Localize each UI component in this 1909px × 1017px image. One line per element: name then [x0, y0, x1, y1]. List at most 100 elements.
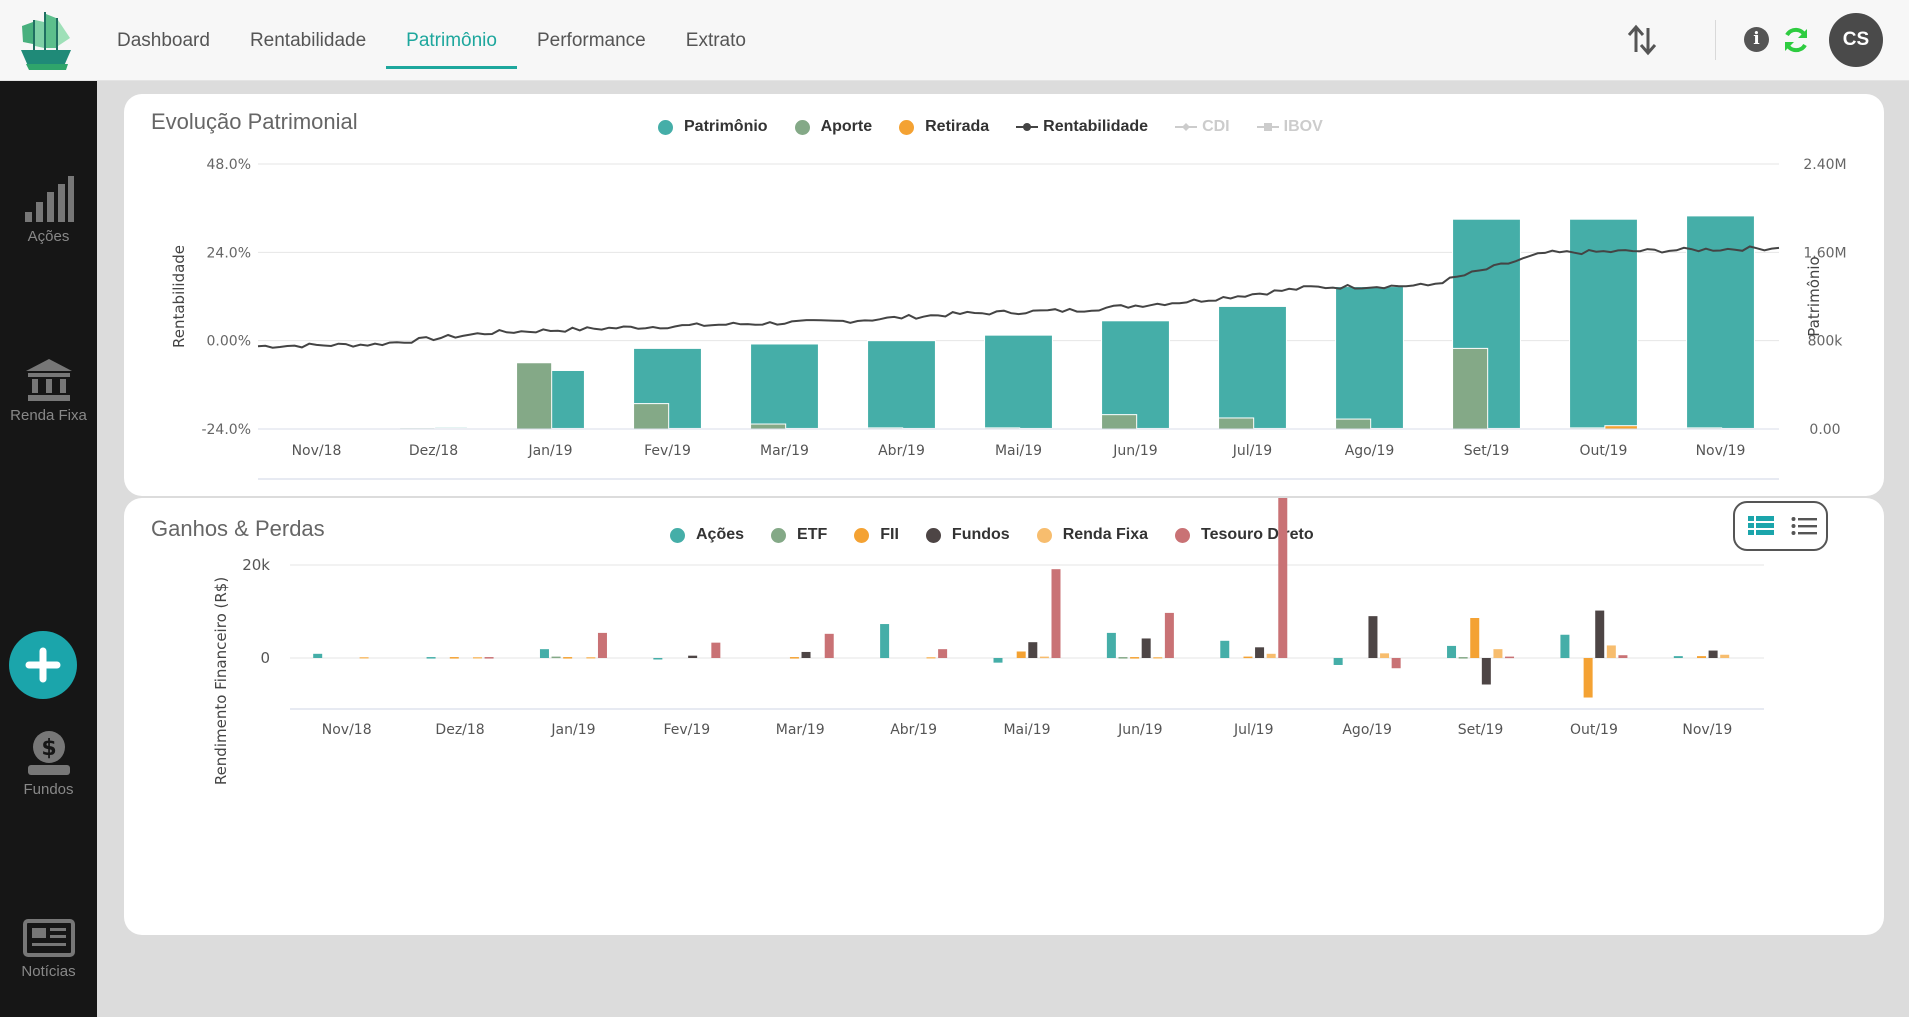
x-tick-label: Nov/19 [1682, 722, 1732, 738]
bar-patrimonio [867, 340, 936, 430]
x-tick-label: Mar/19 [760, 443, 809, 459]
legend-label: CDI [1202, 118, 1230, 135]
bar-tesouro-direto [824, 633, 834, 658]
bar-fundos [1028, 642, 1038, 658]
legend-item-etf[interactable]: ETF [771, 526, 827, 544]
x-tick-label: Abr/19 [878, 443, 925, 459]
table-view-icon[interactable] [1748, 514, 1774, 538]
plus-icon [25, 647, 61, 683]
bar-fii [1583, 658, 1593, 698]
legend-dot [771, 527, 787, 543]
bar-fii [1016, 651, 1026, 658]
tab-rentabilidade[interactable]: Rentabilidade [249, 30, 367, 51]
bar-fii [449, 657, 459, 659]
info-icon[interactable]: i [1744, 27, 1769, 52]
x-tick-label: Jun/19 [1112, 443, 1157, 459]
sidebar-item-label: Fundos [23, 781, 74, 798]
tab-patrimonio[interactable]: Patrimônio [386, 0, 517, 81]
bank-icon [25, 359, 72, 401]
sidebar-item-renda-fixa[interactable]: Renda Fixa [0, 357, 97, 424]
bar-fii [563, 657, 573, 659]
legend-item-fundos[interactable]: Fundos [925, 526, 1010, 544]
y-tick-label-right: 0.00 [1809, 422, 1840, 438]
legend-line-symbol [1175, 123, 1198, 131]
legend-item-fii[interactable]: FII [854, 526, 899, 544]
sidebar-item-fundos[interactable]: $ Fundos [0, 729, 97, 798]
bar-fundos [688, 655, 698, 658]
main-nav: Dashboard Rentabilidade Patrimônio Perfo… [97, 0, 766, 81]
bar-patrimonio [1101, 320, 1170, 430]
y-tick-label: 0 [260, 649, 270, 667]
tab-extrato[interactable]: Extrato [685, 30, 746, 51]
bar-tesouro-direto [484, 657, 494, 659]
legend-item-ibov[interactable]: IBOV [1256, 118, 1323, 136]
legend-item-rentabilidade[interactable]: Rentabilidade [1016, 118, 1148, 136]
x-tick-label: Jan/19 [527, 443, 572, 459]
bar-aporte [750, 423, 787, 430]
tab-performance[interactable]: Performance [536, 30, 646, 51]
bar-renda-fixa [359, 657, 369, 659]
legend-dot [925, 527, 941, 543]
bar-ações [1560, 634, 1570, 658]
legend-item-cdi[interactable]: CDI [1175, 118, 1230, 136]
bar-aporte [516, 362, 553, 430]
legend-item-retirada[interactable]: Retirada [899, 118, 989, 136]
bar-renda-fixa [926, 657, 936, 659]
rentabilidade-line [257, 245, 1780, 349]
view-toggle [1733, 501, 1828, 551]
legend-dot [899, 119, 915, 135]
x-tick-label: Out/19 [1570, 722, 1618, 738]
bar-etf [551, 656, 561, 659]
y-axis-label-left: Rentabilidade [170, 245, 188, 348]
legend-label: Aporte [820, 118, 873, 135]
legend-item-patrimonio[interactable]: Patrimônio [658, 118, 768, 136]
legend-dot [794, 119, 810, 135]
bar-renda-fixa [1606, 645, 1616, 658]
x-tick-label: Ago/19 [1345, 443, 1395, 459]
bar-patrimonio [750, 343, 819, 430]
legend-dot [670, 527, 685, 543]
legend-item-aporte[interactable]: Aporte [794, 118, 873, 136]
avatar[interactable]: CS [1829, 13, 1883, 67]
bar-renda-fixa [1493, 649, 1503, 658]
bar-chart-icon [24, 176, 74, 222]
gains-chart: 0 20k Rendimento Financeiro (R$) Nov/18 Dez/… [212, 498, 1764, 785]
bar-ações [1106, 632, 1116, 658]
evolution-title: Evolução Patrimonial [151, 109, 358, 134]
newspaper-icon [22, 919, 75, 957]
x-tick-label: Nov/19 [1696, 443, 1746, 459]
legend-label: Renda Fixa [1062, 526, 1149, 543]
bar-fii [1130, 657, 1140, 659]
sort-icon[interactable] [1625, 22, 1659, 58]
bar-aporte [1335, 418, 1372, 430]
bar-fundos [1595, 610, 1605, 658]
x-tick-label: Mar/19 [776, 722, 825, 738]
sidebar-item-acoes[interactable]: Ações [0, 176, 97, 245]
ship-logo-icon[interactable] [18, 8, 74, 74]
x-tick-label: Set/19 [1464, 443, 1510, 459]
tab-dashboard[interactable]: Dashboard [117, 30, 210, 51]
bar-tesouro-direto [1051, 569, 1061, 658]
bar-etf [1458, 657, 1468, 659]
legend-item-acoes[interactable]: Ações [670, 526, 744, 544]
y-tick-label-right: 800k [1808, 334, 1844, 350]
add-button[interactable] [9, 631, 77, 699]
bar-fundos [1141, 638, 1151, 658]
legend-label: Rentabilidade [1043, 118, 1149, 135]
legend-item-renda-fixa[interactable]: Renda Fixa [1036, 526, 1149, 544]
bar-fii [1697, 656, 1707, 658]
sidebar-item-noticias[interactable]: Notícias [0, 919, 97, 980]
sidebar-item-label: Ações [27, 228, 70, 245]
legend-label: Fundos [951, 526, 1010, 543]
x-tick-label: Set/19 [1458, 722, 1504, 738]
sidebar-item-label: Renda Fixa [10, 407, 87, 424]
sidebar: Ações Renda Fixa $ Fundos [0, 81, 97, 1017]
bar-fii [789, 657, 799, 659]
refresh-icon[interactable] [1781, 25, 1811, 55]
list-view-icon[interactable] [1791, 514, 1817, 538]
bar-renda-fixa [1153, 657, 1163, 659]
x-tick-label: Mai/19 [995, 443, 1042, 459]
bar-renda-fixa [586, 657, 596, 659]
x-tick-label: Mai/19 [1003, 722, 1050, 738]
bar-tesouro-direto [1164, 612, 1174, 658]
